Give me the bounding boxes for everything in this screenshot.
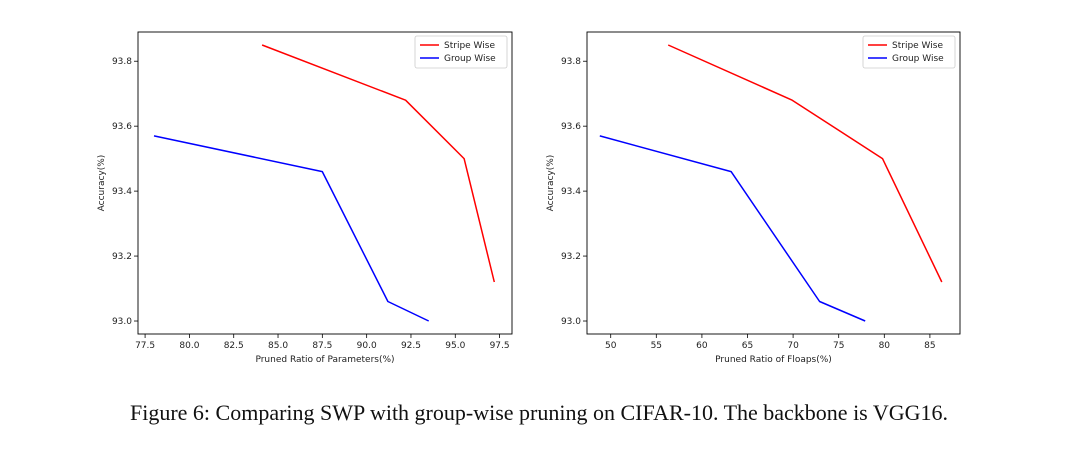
x-tick-label: 77.5 xyxy=(135,341,155,351)
x-tick-label: 75 xyxy=(833,341,844,351)
x-tick-label: 92.5 xyxy=(401,341,421,351)
x-tick-label: 70 xyxy=(787,341,799,351)
y-tick-label: 93.2 xyxy=(561,252,581,262)
y-tick-label: 93.4 xyxy=(112,187,132,197)
x-tick-label: 82.5 xyxy=(224,341,244,351)
plot-frame xyxy=(586,31,961,335)
y-axis-label: Accuracy(%) xyxy=(97,155,107,212)
x-tick-label: 85.0 xyxy=(268,341,288,351)
y-tick-label: 93.4 xyxy=(561,187,581,197)
x-tick-label: 50 xyxy=(605,341,617,351)
x-tick-label: 95.0 xyxy=(445,341,465,351)
x-axis-label: Pruned Ratio of Floaps(%) xyxy=(715,355,832,365)
figure-caption: Figure 6: Comparing SWP with group-wise … xyxy=(129,400,949,425)
y-tick-label: 93.8 xyxy=(561,57,581,67)
x-tick-label: 80 xyxy=(879,341,891,351)
legend-label: Group Wise xyxy=(892,54,944,64)
legend-box xyxy=(862,35,956,69)
chart-1: 77.5 80.0 82.5 85.0 87.5 90.0 92.5 95.0 97.5 93.0… xyxy=(97,31,513,365)
y-tick-label: 93.8 xyxy=(112,57,132,67)
series-line-stripe-wise xyxy=(261,44,496,283)
plot-frame xyxy=(137,31,513,335)
legend-box xyxy=(414,35,508,69)
figure-charts: 77.5 80.0 82.5 85.0 87.5 90.0 92.5 95.0 97.5 93.0… xyxy=(97,31,961,365)
y-tick-label: 93.6 xyxy=(112,122,132,132)
x-tick-label: 65 xyxy=(742,341,753,351)
x-tick-label: 80.0 xyxy=(179,341,199,351)
x-tick-label: 85 xyxy=(924,341,935,351)
x-tick-label: 55 xyxy=(651,341,662,351)
series-line-stripe-wise xyxy=(667,44,943,283)
y-tick-label: 93.0 xyxy=(112,317,132,327)
x-tick-label: 97.5 xyxy=(490,341,510,351)
chart-2: 50 55 60 65 70 75 80 85 93.0 93.2 93.4 93.6 93.8 Prun… xyxy=(546,31,961,365)
y-tick-label: 93.2 xyxy=(112,252,132,262)
y-tick-label: 93.0 xyxy=(561,317,581,327)
y-axis-label: Accuracy(%) xyxy=(546,155,556,212)
legend-label: Group Wise xyxy=(444,54,496,64)
x-tick-label: 60 xyxy=(696,341,708,351)
series-line-group-wise xyxy=(153,135,430,322)
legend-label: Stripe Wise xyxy=(892,41,943,51)
legend-label: Stripe Wise xyxy=(444,41,495,51)
series-line-group-wise xyxy=(599,135,866,322)
x-axis-label: Pruned Ratio of Parameters(%) xyxy=(255,355,394,365)
y-tick-label: 93.6 xyxy=(561,122,581,132)
x-tick-label: 87.5 xyxy=(312,341,332,351)
x-tick-label: 90.0 xyxy=(357,341,377,351)
